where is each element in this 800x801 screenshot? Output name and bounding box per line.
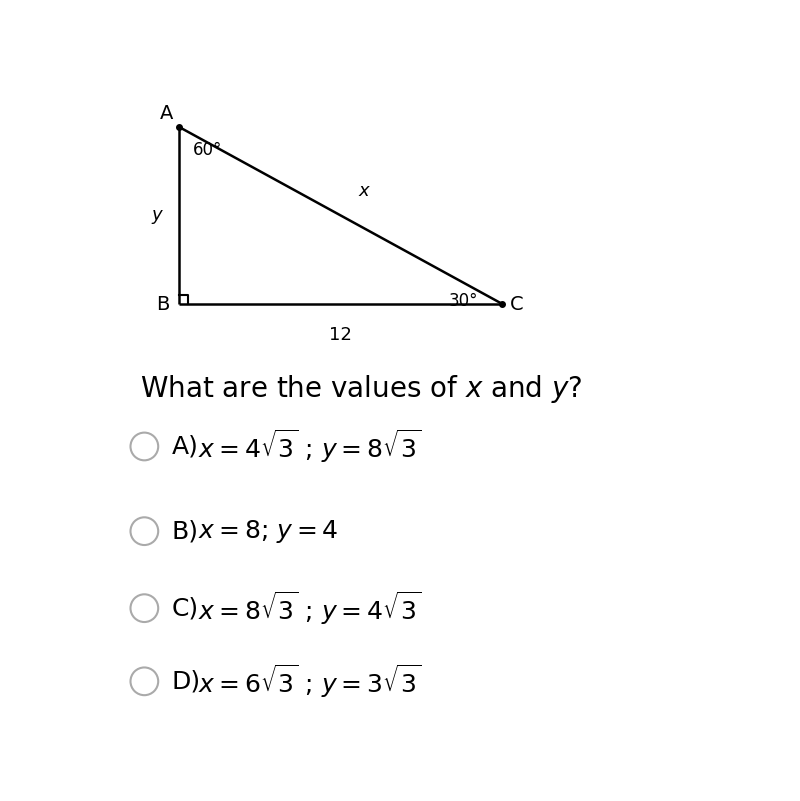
Text: 30°: 30°: [449, 292, 478, 310]
Text: A: A: [159, 104, 173, 123]
Text: C: C: [510, 295, 524, 313]
Text: 12: 12: [330, 325, 352, 344]
Text: A): A): [171, 434, 198, 458]
Text: $x = 6\sqrt{3}$ ; $y = 3\sqrt{3}$: $x = 6\sqrt{3}$ ; $y = 3\sqrt{3}$: [198, 662, 422, 700]
Text: y: y: [151, 207, 162, 224]
Text: B: B: [156, 295, 170, 313]
Text: What are the values of $x$ and $y$?: What are the values of $x$ and $y$?: [141, 373, 583, 405]
Text: $x = 8$; $y = 4$: $x = 8$; $y = 4$: [198, 517, 338, 545]
Text: C): C): [171, 596, 198, 620]
Text: 60°: 60°: [193, 141, 222, 159]
Text: $x = 8\sqrt{3}$ ; $y = 4\sqrt{3}$: $x = 8\sqrt{3}$ ; $y = 4\sqrt{3}$: [198, 590, 422, 627]
Text: B): B): [171, 519, 198, 543]
Text: x: x: [358, 182, 369, 200]
Text: D): D): [171, 670, 201, 694]
Text: $x = 4\sqrt{3}$ ; $y = 8\sqrt{3}$: $x = 4\sqrt{3}$ ; $y = 8\sqrt{3}$: [198, 428, 422, 465]
